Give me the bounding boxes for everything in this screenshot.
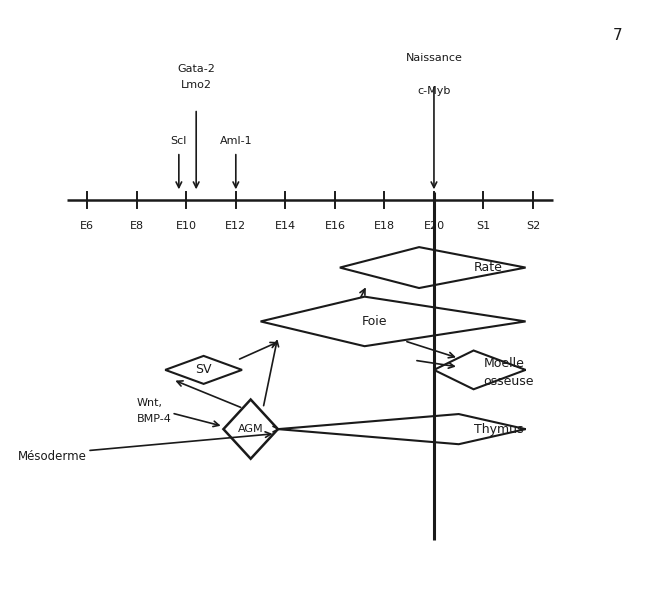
Text: Aml-1: Aml-1 bbox=[219, 137, 252, 147]
Text: BMP-4: BMP-4 bbox=[137, 413, 172, 423]
Polygon shape bbox=[340, 247, 526, 288]
Text: S1: S1 bbox=[477, 221, 491, 231]
Text: Gata-2: Gata-2 bbox=[177, 64, 215, 74]
Text: E10: E10 bbox=[176, 221, 197, 231]
Text: E6: E6 bbox=[80, 221, 94, 231]
Text: E20: E20 bbox=[423, 221, 444, 231]
Text: Lmo2: Lmo2 bbox=[181, 80, 212, 90]
Polygon shape bbox=[261, 297, 526, 346]
Polygon shape bbox=[434, 350, 526, 389]
Text: E8: E8 bbox=[130, 221, 144, 231]
Polygon shape bbox=[165, 356, 242, 384]
Text: Moelle: Moelle bbox=[484, 357, 524, 370]
Text: E14: E14 bbox=[275, 221, 296, 231]
Text: 7: 7 bbox=[613, 28, 622, 43]
Polygon shape bbox=[278, 414, 526, 444]
Polygon shape bbox=[223, 399, 278, 459]
Text: E18: E18 bbox=[374, 221, 395, 231]
Text: Thymus: Thymus bbox=[473, 423, 523, 436]
Text: SV: SV bbox=[195, 363, 212, 376]
Text: c-Myb: c-Myb bbox=[417, 86, 451, 96]
Text: Naissance: Naissance bbox=[406, 53, 462, 63]
Text: osseuse: osseuse bbox=[484, 375, 534, 388]
Text: Wnt,: Wnt, bbox=[137, 398, 163, 408]
Text: E12: E12 bbox=[225, 221, 246, 231]
Text: Foie: Foie bbox=[362, 315, 387, 328]
Text: E16: E16 bbox=[324, 221, 345, 231]
Text: S2: S2 bbox=[526, 221, 540, 231]
Text: Rate: Rate bbox=[473, 261, 502, 274]
Text: Mésoderme: Mésoderme bbox=[18, 449, 86, 462]
Text: Scl: Scl bbox=[171, 137, 187, 147]
Text: AGM: AGM bbox=[238, 424, 264, 434]
